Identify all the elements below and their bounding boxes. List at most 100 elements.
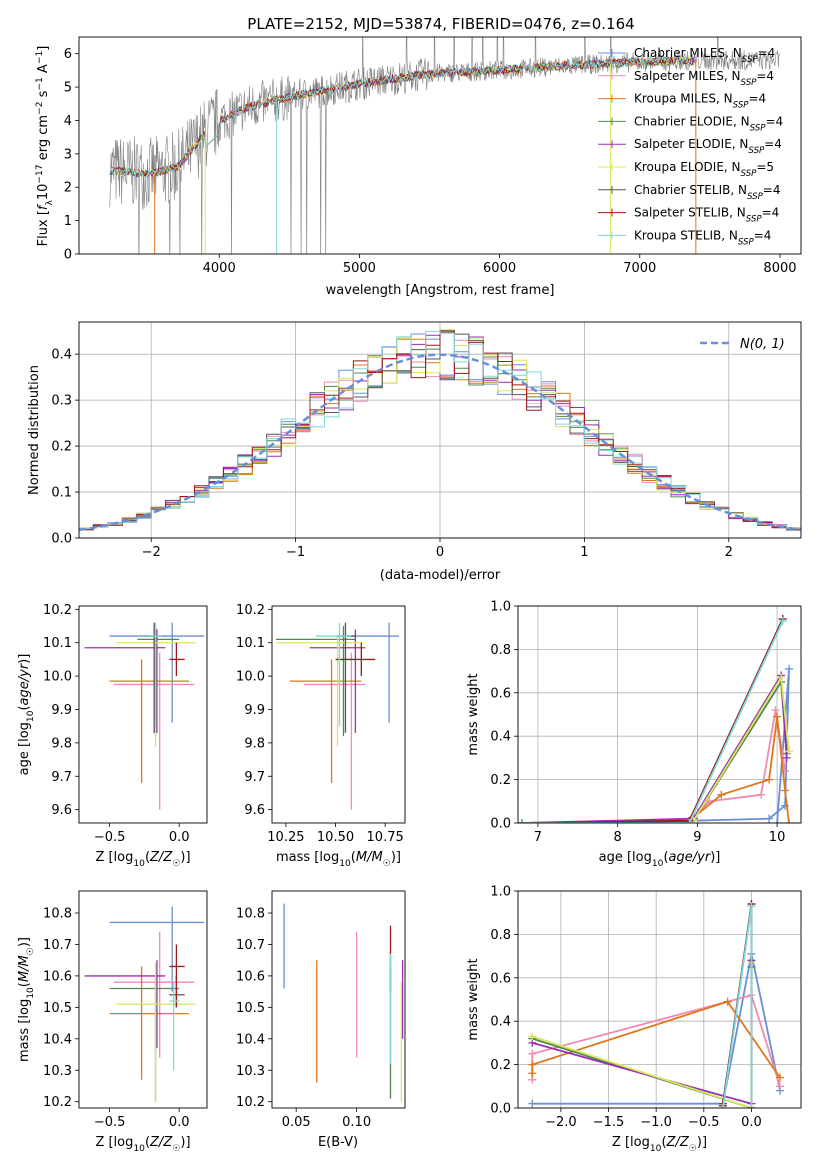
series-chabrier-elodie xyxy=(518,677,791,823)
series-kroupa-stelib xyxy=(718,902,756,1108)
point-marker xyxy=(747,1104,756,1108)
point-marker xyxy=(518,819,526,823)
mass_vs_ebv-panel: 0.05 0.10 10.2 10.3 10.4 10.5 10.6 10.7 10.8 E(B-… xyxy=(236,890,406,1150)
x-tick-label: 8 xyxy=(614,830,622,845)
point-marker xyxy=(685,819,694,823)
x-tick-label: 0.05 xyxy=(282,1115,311,1130)
y-tick-label: 10.7 xyxy=(43,938,72,953)
residuals-panel: −2 −1 0 1 2 0.0 0.1 0.2 0.3 0.4 N(0, 1) (data-model… xyxy=(27,321,802,583)
x-tick-label: 6000 xyxy=(483,261,516,276)
series-chabrier-stelib xyxy=(518,615,787,823)
series-kroupa-miles xyxy=(528,997,785,1082)
axes-border xyxy=(78,36,802,255)
y-tick-label: 10.8 xyxy=(43,907,72,922)
x-tick-label: −1.5 xyxy=(593,1115,625,1130)
age_vs_mass-panel: 10.25 10.50 10.75 9.6 9.7 9.8 9.9 10.0 10.1 10.2 m… xyxy=(236,603,406,869)
x-tick-label: 1 xyxy=(580,545,588,560)
x-tick-label: 0.10 xyxy=(342,1115,371,1130)
point-marker xyxy=(747,902,756,911)
errorbar-chabrier-elodie xyxy=(275,626,356,737)
point-marker xyxy=(785,819,794,823)
point-marker xyxy=(528,1032,537,1041)
point-marker xyxy=(757,790,766,799)
x-tick-label: −2.0 xyxy=(545,1115,577,1130)
axes-frame: −0.5 0.0 9.6 9.7 9.8 9.9 10.0 10.1 10.2 xyxy=(43,603,208,845)
x-tick-label: −0.5 xyxy=(94,1115,126,1130)
x-tick-label: 9 xyxy=(693,830,701,845)
axes-frame: 7 8 9 10 0.0 0.2 0.4 0.6 0.8 1.0 xyxy=(490,600,802,845)
errorbar-salpeter-stelib xyxy=(169,642,185,677)
point-marker xyxy=(528,1060,537,1069)
series-salpeter-elodie xyxy=(518,671,791,823)
y-tick-label: 0.4 xyxy=(490,1015,511,1030)
x-tick-label: 8000 xyxy=(763,261,796,276)
legend-label-salpeter-stelib: Salpeter STELIB, NSSP=4 xyxy=(634,206,779,225)
point-marker xyxy=(785,747,794,756)
y-tick-label: 9.8 xyxy=(51,736,72,751)
y-tick-label: 10.2 xyxy=(236,603,265,618)
y-tick-label: 0.2 xyxy=(490,1058,511,1073)
point-marker xyxy=(773,819,782,823)
errorbar-kroupa-miles xyxy=(289,659,362,783)
series-salpeter-miles xyxy=(518,706,790,823)
y-tick-label: 10.2 xyxy=(236,1095,265,1110)
errorbar-chabrier-miles xyxy=(109,906,205,992)
series-line xyxy=(521,674,790,823)
y-tick-label: 0.4 xyxy=(51,348,72,363)
y-tick-label: 10.0 xyxy=(43,670,72,685)
mass_vs_Z-panel: −0.5 0.0 10.2 10.3 10.4 10.5 10.6 10.7 10.8 Z [lo… xyxy=(17,890,208,1154)
point-marker xyxy=(782,753,791,762)
y-tick-label: 10.5 xyxy=(43,1001,72,1016)
y-tick-label: 0.6 xyxy=(490,971,511,986)
y-tick-label: 0.0 xyxy=(51,532,72,547)
series-kroupa-elodie xyxy=(528,958,756,1108)
model-line-kroupa-stelib xyxy=(109,55,696,178)
y-tick-label: 10.6 xyxy=(43,969,72,984)
x-tick-label: 7 xyxy=(534,830,542,845)
x-tick-label: −1.0 xyxy=(640,1115,672,1130)
axes-border xyxy=(78,605,208,824)
y-axis-label: age [log10(age/yr)] xyxy=(17,654,36,776)
axes-frame: 10.25 10.50 10.75 9.6 9.7 9.8 9.9 10.0 10.1 10.2 xyxy=(236,603,406,845)
x-tick-label: −0.5 xyxy=(94,830,126,845)
model-line-salpeter-elodie xyxy=(109,56,696,178)
x-tick-label: −2 xyxy=(142,545,161,560)
y-tick-label: 10.1 xyxy=(43,636,72,651)
point-marker xyxy=(718,1104,727,1108)
series-kroupa-stelib xyxy=(518,617,787,823)
point-marker xyxy=(773,712,782,721)
x-axis-label: E(B-V) xyxy=(318,1135,358,1150)
y-tick-label: 2 xyxy=(64,181,72,196)
point-marker xyxy=(528,1069,537,1078)
x-axis-label: Z [log10(Z/Z☉)] xyxy=(612,1135,707,1154)
y-tick-label: 10.6 xyxy=(236,969,265,984)
plot-area xyxy=(79,329,801,533)
figure-title: PLATE=2152, MJD=53874, FIBERID=0476, z=0… xyxy=(247,15,634,33)
x-tick-label: 5000 xyxy=(343,261,376,276)
series-line xyxy=(722,906,753,1108)
errorbar-kroupa-stelib xyxy=(169,982,180,1071)
y-tick-label: 9.8 xyxy=(244,736,265,751)
x-tick-label: −1 xyxy=(286,545,305,560)
axes-border xyxy=(517,890,802,1109)
y-tick-label: 10.4 xyxy=(236,1032,265,1047)
y-tick-label: 0.0 xyxy=(490,1102,511,1117)
errorbar-chabrier-elodie xyxy=(109,975,180,1102)
point-marker xyxy=(771,706,780,715)
y-tick-label: 9.9 xyxy=(244,703,265,718)
point-marker xyxy=(785,664,794,673)
age_vs_Z-panel: −0.5 0.0 9.6 9.7 9.8 9.9 10.0 10.1 10.2 Z [log10(… xyxy=(17,603,208,869)
y-tick-label: 4 xyxy=(64,114,72,129)
y-tick-label: 1.0 xyxy=(490,600,511,615)
residuals-legend: N(0, 1) xyxy=(700,337,785,352)
gaussian-curve xyxy=(79,353,801,532)
y-tick-label: 0.6 xyxy=(490,686,511,701)
axes-frame: −2.0 −1.5 −1.0 −0.5 0.0 0.0 0.2 0.4 0.6 0.8 1.0 xyxy=(490,885,802,1130)
axes-frame: 4000 5000 6000 7000 8000 0 1 2 3 4 5 6 xyxy=(64,36,802,276)
y-axis-label: mass weight xyxy=(466,673,481,755)
series-line xyxy=(532,960,753,1105)
legend-label-gaussian: N(0, 1) xyxy=(740,337,785,352)
x-axis-label: Z [log10(Z/Z☉)] xyxy=(95,1135,190,1154)
errorbar-salpeter-elodie xyxy=(84,629,166,733)
spectrum-legend: Chabrier MILES, NSSP=4 Salpeter MILES, NS… xyxy=(598,46,783,247)
